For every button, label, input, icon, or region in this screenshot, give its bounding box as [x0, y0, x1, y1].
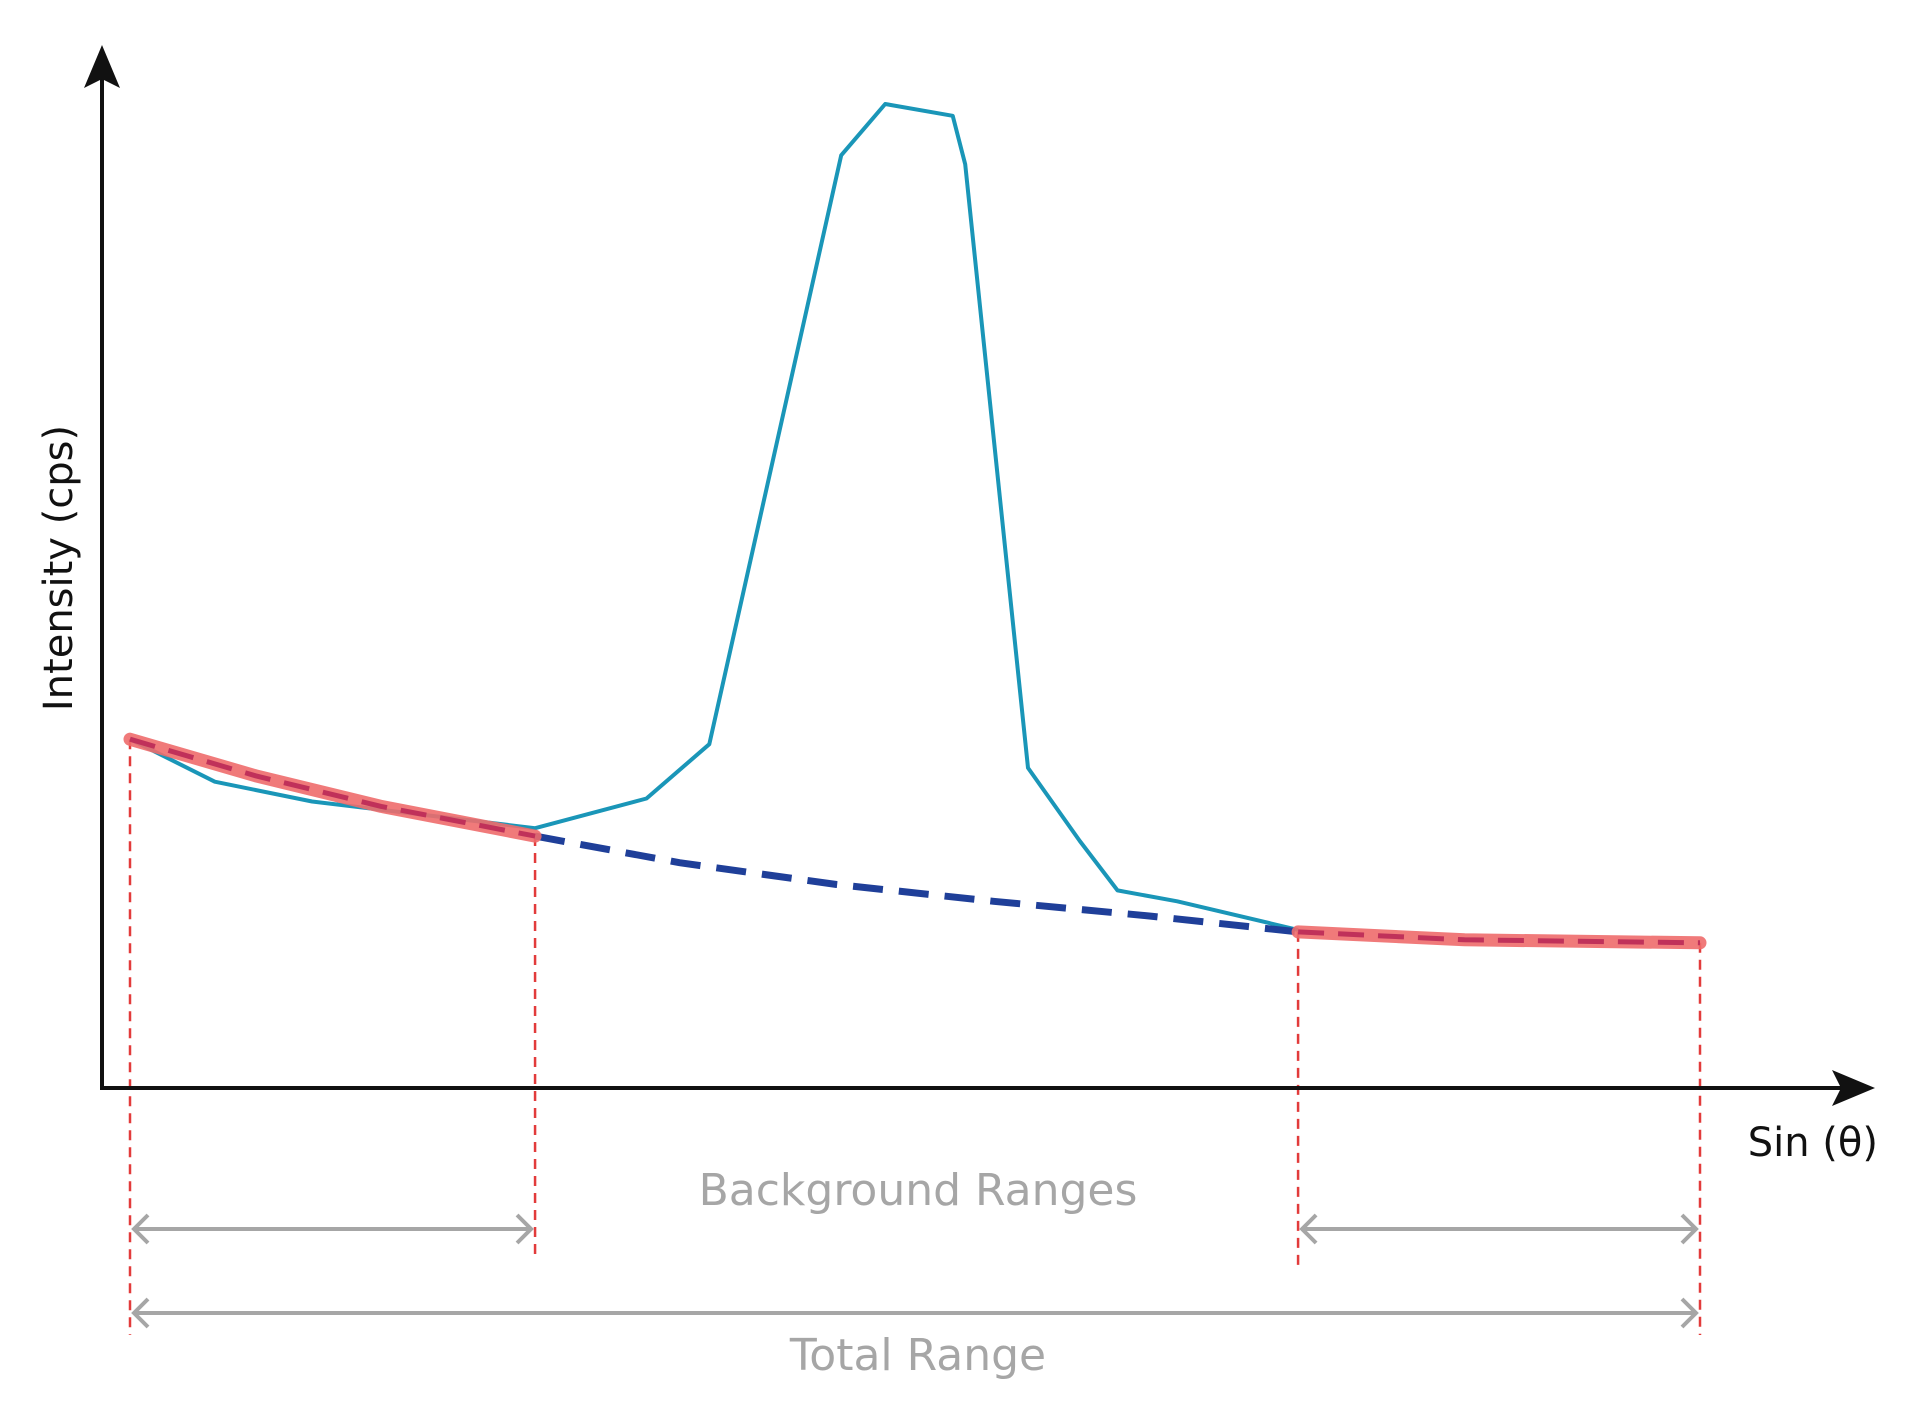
axes — [84, 45, 1875, 1106]
spectrum-line — [129, 102, 1299, 932]
background-left-fit-dash — [129, 736, 536, 839]
x-axis-arrowhead — [1832, 1070, 1875, 1106]
background-left-fit-band — [123, 732, 542, 843]
range-arrows — [131, 1213, 1699, 1329]
interpolated-background-line — [534, 832, 1299, 936]
y-axis-arrowhead — [84, 45, 120, 88]
left-background-range-arrow-right-head — [515, 1213, 534, 1245]
x-axis-title: Sin (θ) — [1748, 1120, 1878, 1166]
left-background-range-arrow-left-head — [131, 1213, 150, 1245]
y-axis-title: Intensity (cps) — [36, 425, 82, 711]
total-range-arrow-right-head — [1680, 1297, 1699, 1329]
total-range-arrow-left-head — [131, 1297, 150, 1329]
total-range-label: Total Range — [789, 1330, 1046, 1381]
right-background-range-arrow-left-head — [1299, 1213, 1318, 1245]
range-boundary-markers — [128, 739, 1702, 1335]
spectrum-series-group — [123, 102, 1707, 950]
right-background-range-arrow-right-head — [1680, 1213, 1699, 1245]
background-ranges-label: Background Ranges — [699, 1165, 1138, 1216]
background-right-fit-dash — [1297, 929, 1701, 946]
